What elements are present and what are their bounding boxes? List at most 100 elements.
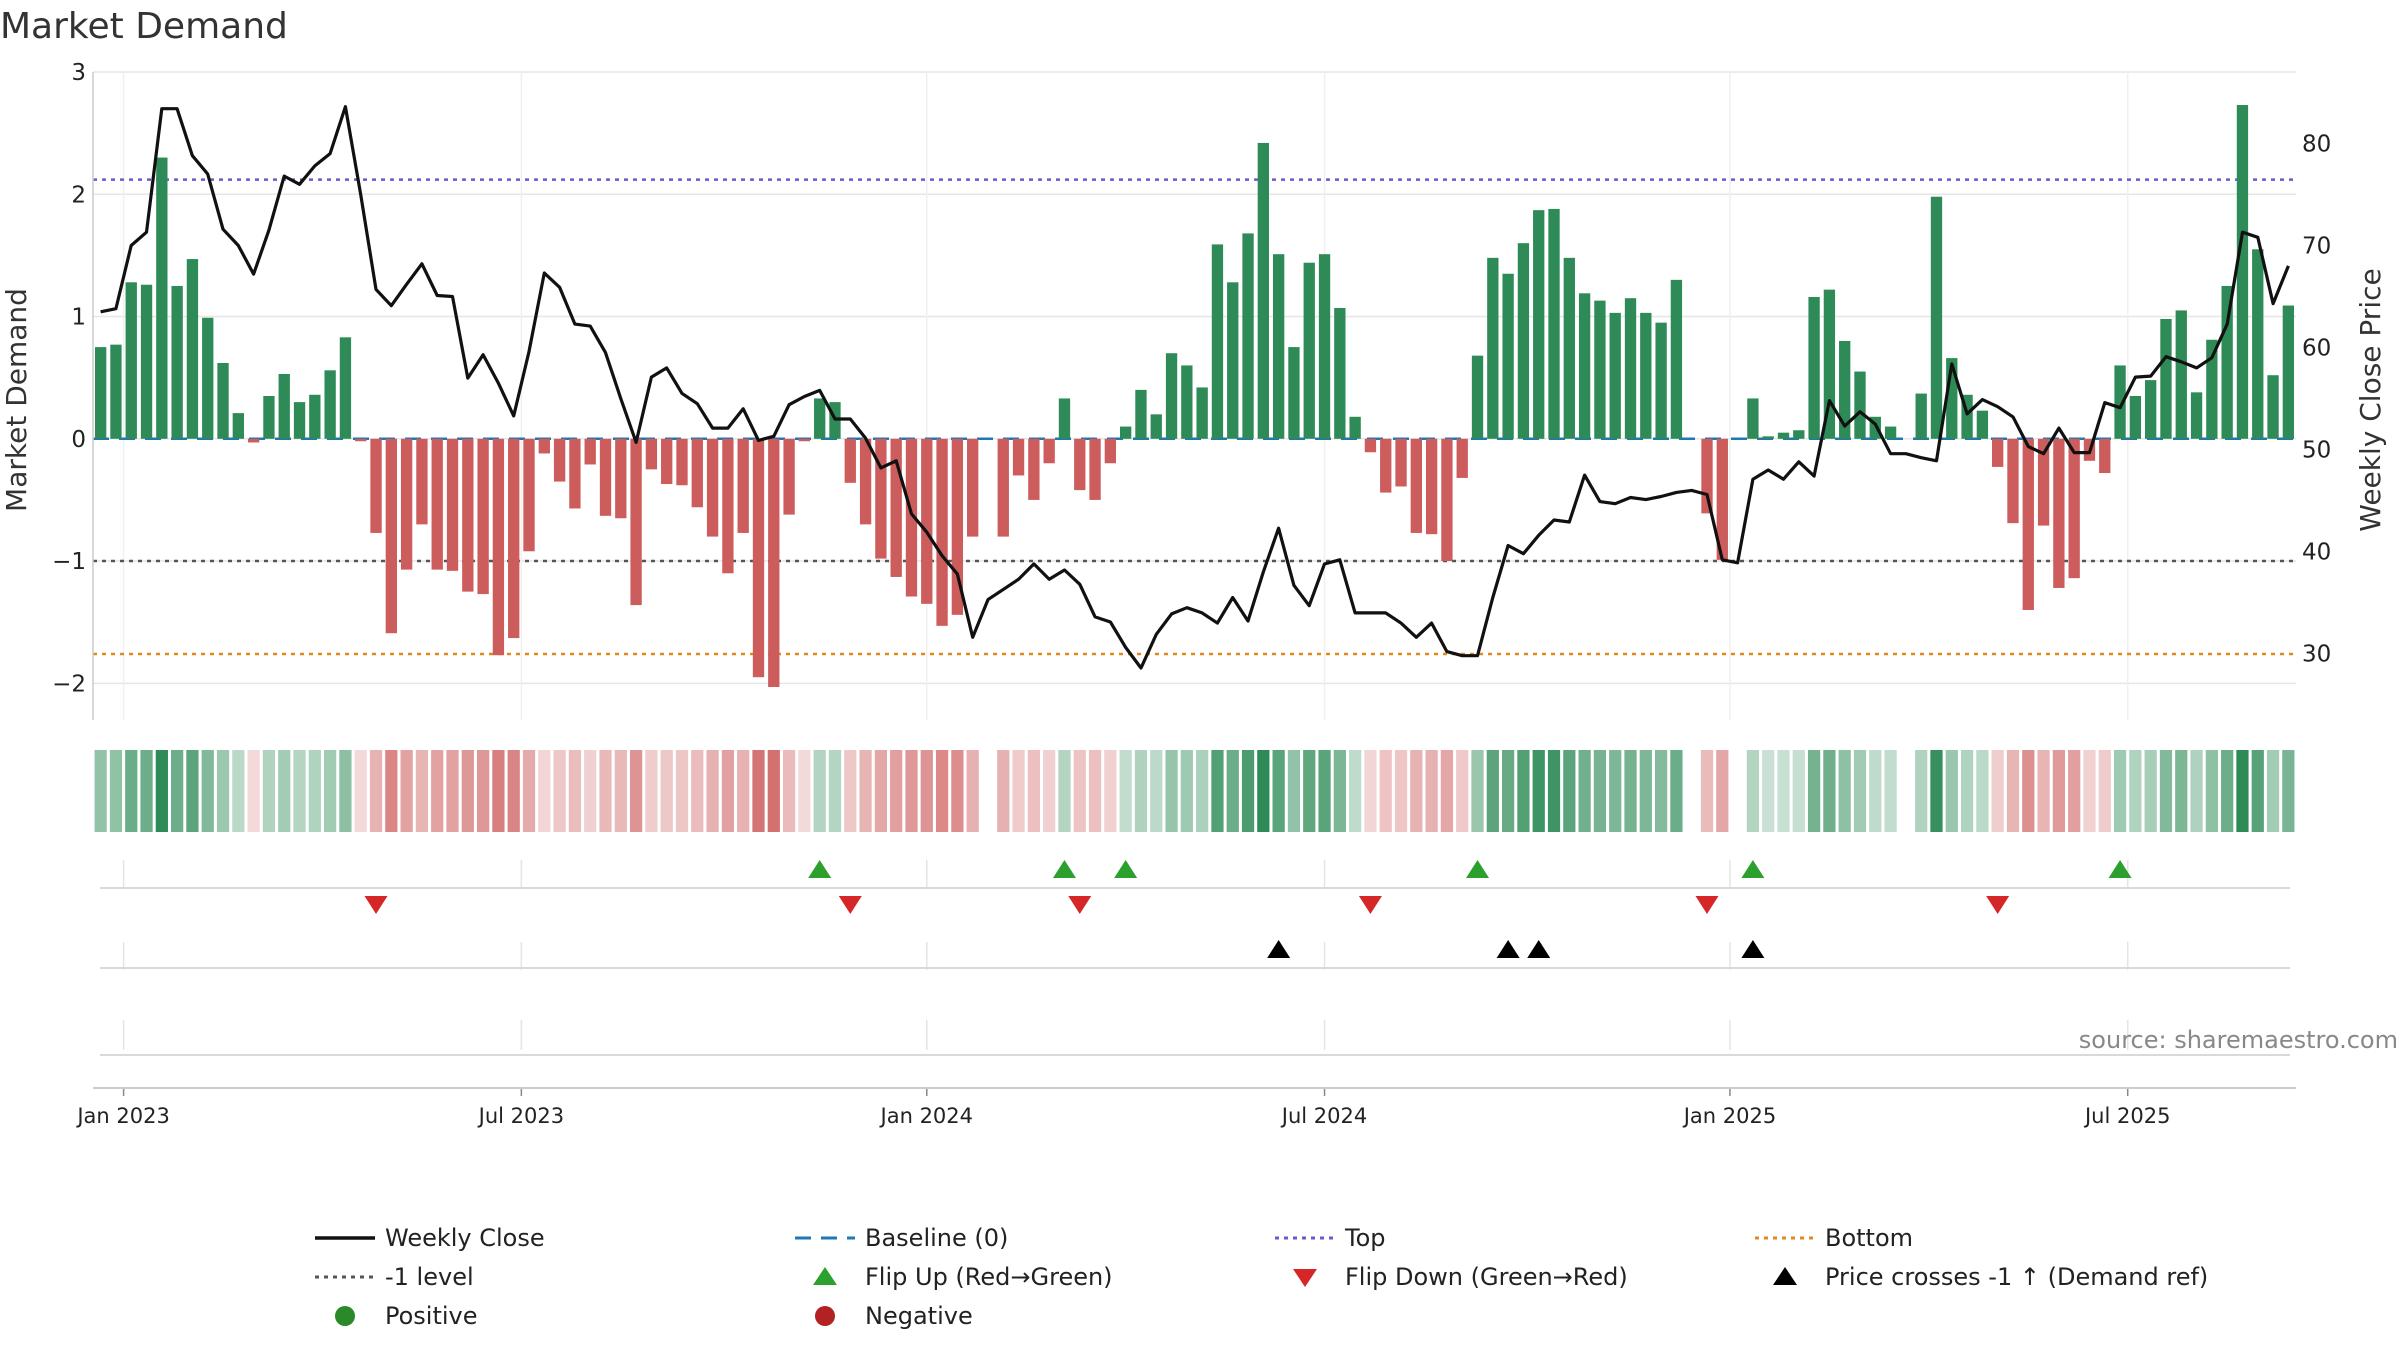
negative-demand-bar <box>431 438 443 570</box>
heat-strip-cell <box>767 750 780 832</box>
positive-demand-bar <box>2252 249 2264 439</box>
heat-strip-cell <box>262 750 276 832</box>
positive-demand-bar <box>1655 322 1667 439</box>
heat-strip-cell <box>1807 750 1821 832</box>
heat-strip-cell <box>1960 750 1974 832</box>
flip-down-marker <box>1358 896 1382 914</box>
heat-strip-cell <box>278 750 291 832</box>
heat-strip-cell <box>1211 750 1224 832</box>
positive-demand-bar <box>1563 257 1575 439</box>
positive-demand-bar <box>140 284 153 439</box>
negative-demand-bar <box>416 438 428 525</box>
negative-demand-bar <box>584 438 596 465</box>
negative-demand-bar <box>385 438 397 634</box>
legend-label: Positive <box>385 1302 478 1330</box>
heat-strip-cell <box>216 750 230 832</box>
heat-strip-cell <box>2251 750 2264 832</box>
negative-demand-bar <box>2068 438 2080 579</box>
negative-demand-bar <box>1380 438 1392 493</box>
heat-strip-cell <box>1303 750 1316 832</box>
negative-demand-bar <box>1364 438 1377 453</box>
positive-demand-bar <box>814 398 826 439</box>
heat-strip-cell <box>2266 750 2280 832</box>
heat-strip-cell <box>232 750 245 832</box>
heat-strip-cell <box>324 750 337 832</box>
y2-tick-label: 70 <box>2302 233 2331 259</box>
heat-strip-cell <box>155 750 168 832</box>
reference-lines <box>93 178 2296 656</box>
negative-demand-bar <box>645 438 658 470</box>
heat-strip-cell <box>706 750 719 832</box>
heat-strip-cell <box>737 750 750 832</box>
heat-strip-cell <box>2037 750 2050 832</box>
heat-strip-cell <box>186 750 199 832</box>
y-axis-label: Market Demand <box>0 288 33 512</box>
legend-label: Price crosses -1 ↑ (Demand ref) <box>1825 1263 2208 1291</box>
heat-strip-cell <box>2052 750 2065 832</box>
heat-strip-cell <box>1104 750 1117 832</box>
heat-strip-cell <box>1012 750 1025 832</box>
positive-demand-bar <box>2206 339 2218 439</box>
positive-demand-bar <box>1211 244 1224 439</box>
y-tick-label: 0 <box>71 427 86 453</box>
negative-demand-bar <box>508 438 520 639</box>
y-tick-label: 3 <box>71 60 86 86</box>
positive-demand-bar <box>1181 365 1193 439</box>
heat-strip-cell <box>2159 750 2173 832</box>
positive-demand-bar <box>217 362 229 439</box>
y2-tick-label: 80 <box>2302 131 2331 157</box>
heat-strip-cell <box>369 750 383 832</box>
heat-strip-cell <box>890 750 903 832</box>
negative-demand-bar <box>599 438 612 516</box>
heat-strip-cell <box>1517 750 1530 832</box>
heat-strip-cell <box>492 750 505 832</box>
negative-demand-bar <box>1028 438 1040 500</box>
positive-demand-bar <box>2190 392 2203 439</box>
negative-demand-bar <box>706 438 719 537</box>
negative-demand-bar <box>1456 438 1468 478</box>
heat-strip-cell <box>1792 750 1805 832</box>
negative-demand-bar <box>752 438 765 678</box>
weekly-close-line <box>100 105 2290 670</box>
negative-demand-bar <box>967 438 979 537</box>
legend-label: Negative <box>865 1302 973 1330</box>
negative-demand-bar <box>1089 438 1101 500</box>
heat-strip-cell <box>553 750 566 832</box>
heat-strip-cell <box>798 750 811 832</box>
positive-demand-bar <box>324 370 336 439</box>
flip-up-marker <box>1741 860 1765 878</box>
heat-strip-cell <box>1425 750 1438 832</box>
positive-demand-bar <box>1196 387 1208 439</box>
flip-down-marker <box>838 896 862 914</box>
heat-strip-cell <box>1945 750 1958 832</box>
heat-strip-cell <box>1563 750 1576 832</box>
x-tick-label: Jul 2024 <box>1280 1104 1367 1128</box>
price-cross-marker <box>1527 940 1551 958</box>
legend-label: Flip Up (Red→Green) <box>865 1263 1113 1291</box>
heat-strip-cell <box>461 750 474 832</box>
positive-demand-bar <box>1533 210 1545 439</box>
heat-strip-cell <box>691 750 704 832</box>
positive-demand-bar <box>1517 243 1530 439</box>
positive-demand-bar <box>125 282 137 439</box>
negative-demand-bar <box>569 438 581 509</box>
y2-tick-label: 60 <box>2302 336 2331 362</box>
negative-demand-bar <box>1701 438 1713 514</box>
negative-demand-bar <box>2099 438 2111 474</box>
heat-strip-cell <box>721 750 735 832</box>
negative-demand-bar <box>2037 438 2050 526</box>
positive-demand-bar <box>1930 196 1943 439</box>
heat-strip-cell <box>645 750 658 832</box>
heat-strip-cell <box>1165 750 1178 832</box>
heat-strip-cell <box>1440 750 1454 832</box>
flip-up-marker <box>808 860 832 878</box>
legend-label: Bottom <box>1825 1224 1913 1252</box>
negative-demand-bar <box>905 438 918 597</box>
negative-demand-bar <box>737 438 749 533</box>
positive-demand-bar <box>1502 273 1514 439</box>
heat-strip-cell <box>1119 750 1132 832</box>
positive-demand-bar <box>2236 105 2249 439</box>
heat-strip-cell <box>1532 750 1545 832</box>
heat-strip-cell <box>2068 750 2081 832</box>
heat-strip-cell <box>1884 750 1897 832</box>
